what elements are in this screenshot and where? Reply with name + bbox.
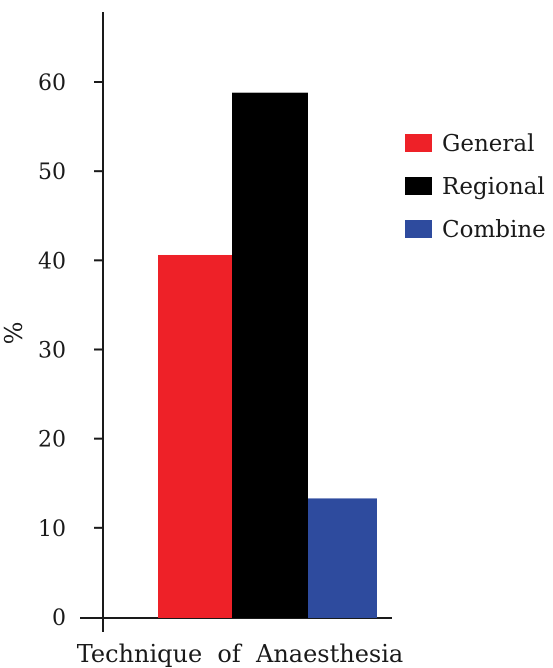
y-tick-label: 50 [38, 160, 66, 185]
x-axis-title: Technique of Anaesthesia [77, 640, 403, 668]
bars [158, 92, 377, 618]
y-tick-label: 10 [38, 517, 66, 542]
legend-swatch-general [405, 134, 432, 152]
legend-label-combine: Combine [442, 217, 546, 243]
bar-combine [308, 498, 377, 618]
y-tick-label: 20 [38, 428, 66, 453]
y-tick-label: 30 [38, 339, 66, 364]
legend-label-general: General [442, 131, 534, 157]
legend: General Regional Combine [405, 131, 546, 243]
y-tick-label: 0 [52, 606, 66, 631]
legend-swatch-regional [405, 177, 432, 195]
bar-general [158, 254, 232, 618]
y-axis: 0 10 20 30 40 50 60 [38, 12, 104, 632]
bar-regional [232, 92, 308, 618]
legend-label-regional: Regional [442, 174, 545, 200]
y-tick-label: 60 [38, 71, 66, 96]
y-axis-title: % [0, 322, 28, 345]
legend-swatch-combine [405, 220, 432, 238]
y-tick-label: 40 [38, 249, 66, 274]
